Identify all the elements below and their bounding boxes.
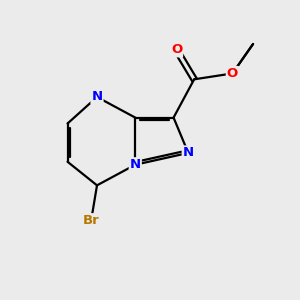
Text: O: O — [171, 44, 182, 56]
Text: O: O — [227, 67, 238, 80]
Text: N: N — [130, 158, 141, 171]
Text: Br: Br — [83, 214, 100, 227]
Text: N: N — [183, 146, 194, 159]
Text: N: N — [92, 91, 103, 103]
